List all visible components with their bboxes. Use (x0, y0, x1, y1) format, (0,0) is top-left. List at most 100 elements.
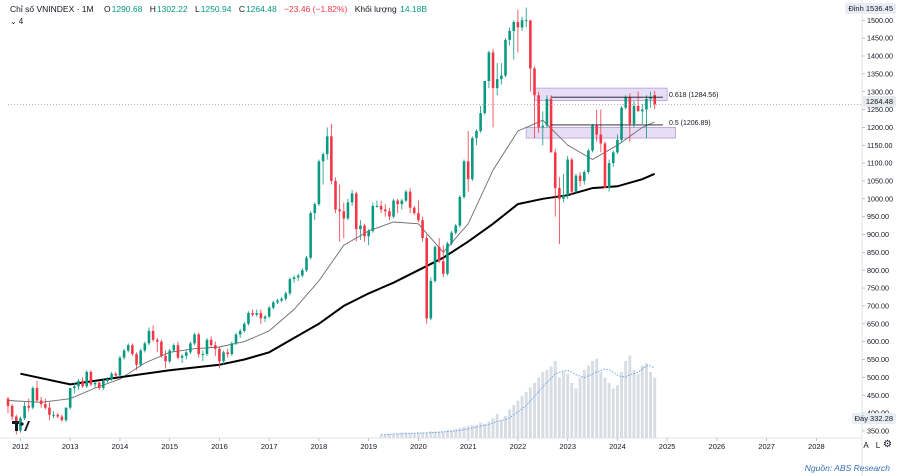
candle-body (350, 193, 354, 203)
candle-down (97, 380, 101, 390)
candle-body (595, 125, 598, 135)
candle-body (296, 275, 300, 278)
high-label: H (149, 4, 156, 14)
candle-body (475, 130, 478, 139)
x-tick-label: 2023 (559, 442, 576, 451)
candle-up (292, 275, 296, 283)
candle-body (512, 22, 516, 31)
volume-bar (416, 432, 420, 438)
x-tick-label: 2014 (112, 442, 129, 451)
candle-down (10, 404, 14, 421)
candle-body (338, 209, 341, 212)
candle-body (164, 355, 167, 362)
volume-bar (640, 365, 644, 438)
close-value: 1264.48 (245, 4, 277, 14)
candle-body (421, 220, 424, 239)
open-label: O (103, 4, 111, 14)
candle-body (379, 205, 383, 210)
volume-bar (470, 424, 474, 438)
volume-bar (462, 427, 466, 438)
candle-body (359, 225, 362, 230)
candle-down (155, 338, 159, 353)
gear-icon[interactable]: ⚙ (883, 439, 892, 450)
candle-up (649, 91, 652, 108)
candle-down (549, 95, 553, 153)
candle-body (89, 371, 93, 385)
candle-body (243, 323, 246, 331)
candle-down (383, 204, 387, 217)
log-scale-button[interactable]: L (875, 441, 881, 450)
candle-body (367, 230, 370, 237)
candle-up (400, 198, 404, 210)
indicator-toggle[interactable]: ⌄ 4 (10, 17, 23, 26)
candle-body (305, 257, 308, 271)
candle-up (616, 134, 619, 155)
candle-down (56, 413, 60, 419)
x-tick-label: 2016 (211, 442, 228, 451)
candle-down (425, 234, 428, 324)
candle-up (471, 136, 474, 181)
candle-body (442, 261, 445, 274)
candle-up (147, 327, 151, 346)
volume-bar (508, 409, 512, 438)
volume-bar (396, 433, 400, 438)
candle-body (495, 79, 499, 89)
chevron-down-icon[interactable]: ⌄ (10, 17, 17, 26)
candle-up (392, 198, 395, 219)
candle-body (471, 138, 474, 180)
candle-body (272, 302, 275, 308)
volume-bar (586, 365, 590, 438)
candle-up (85, 370, 89, 389)
candle-up (404, 189, 408, 203)
symbol-title[interactable]: Chỉ số VNINDEX · 1M (10, 4, 94, 14)
candle-up (284, 291, 288, 301)
volume-bar (644, 363, 648, 438)
candle-up (168, 348, 171, 364)
candle-body (587, 150, 590, 173)
candle-down (603, 141, 607, 189)
y-tick-label: 1250.00 (867, 105, 893, 114)
candle-body (450, 232, 453, 244)
candle-body (205, 339, 209, 355)
tradingview-logo[interactable] (12, 420, 30, 435)
candle-up (313, 202, 317, 221)
volume-bar (454, 429, 458, 438)
auto-scale-button[interactable]: A (863, 441, 869, 450)
candle-up (243, 321, 246, 333)
candle-body (259, 313, 263, 319)
volume-bar (624, 361, 628, 438)
candle-body (97, 382, 101, 389)
volume-bar (450, 430, 454, 438)
change-value: −23.46 (−1.82%) (284, 4, 348, 14)
candle-body (400, 200, 404, 205)
candle-body (371, 205, 375, 231)
volume-bar (528, 387, 532, 438)
low-value: 1250.94 (200, 4, 232, 14)
candle-body (462, 161, 466, 198)
volume-bar (479, 422, 483, 438)
volume-bar (595, 358, 599, 438)
candle-up (582, 170, 586, 185)
candle-up (367, 229, 370, 246)
candle-body (147, 330, 151, 344)
y-tick-label: 450.00 (867, 391, 889, 400)
y-tick-label: 650.00 (867, 319, 889, 328)
candle-down (408, 188, 412, 214)
candle-down (164, 350, 167, 369)
candle-up (68, 388, 72, 410)
candle-up (31, 386, 35, 410)
candle-body (632, 105, 636, 124)
candle-up (184, 350, 188, 360)
candle-body (562, 195, 565, 199)
candle-body (110, 373, 113, 380)
candle-body (541, 125, 545, 128)
candle-body (255, 313, 259, 315)
candle-up (301, 268, 304, 278)
y-tick-label: 850.00 (867, 248, 889, 257)
candle-down (114, 371, 118, 378)
y-tick-label: 900.00 (867, 230, 889, 239)
candle-body (180, 355, 184, 358)
candle-body (508, 30, 511, 40)
candle-up (645, 95, 648, 139)
